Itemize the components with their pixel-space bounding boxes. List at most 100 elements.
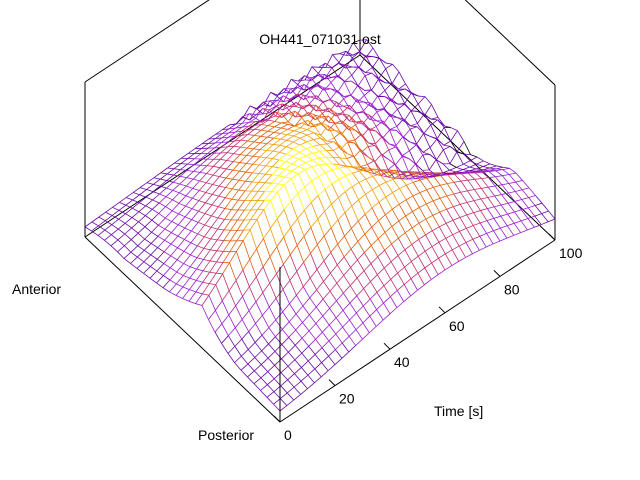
surface-segment [232,188,239,191]
surface-segment [306,148,313,154]
surface-segment [297,186,306,194]
surface-segment [372,173,380,177]
surface-segment [332,53,340,55]
surface-segment [338,179,346,192]
surface-segment [304,66,313,81]
surface-segment [500,225,508,229]
surface-segment [469,166,477,170]
surface-segment [178,205,186,215]
surface-segment [158,196,167,204]
surface-segment [289,98,297,107]
surface-segment [288,329,296,338]
surface-segment [398,83,406,90]
surface-segment [325,172,333,185]
surface-segment [130,251,138,258]
surface-segment [255,266,264,278]
surface-segment [239,170,246,173]
surface-segment [399,184,407,189]
surface-segment [213,165,220,169]
surface-segment [272,144,281,152]
surface-segment [459,217,467,229]
surface-segment [356,295,364,307]
surface-segment [289,245,298,255]
surface-segment [338,167,346,177]
surface-segment [123,251,132,259]
surface-segment [391,220,399,227]
surface-segment [397,255,405,268]
surface-segment [270,200,278,219]
surface-segment [344,81,352,96]
surface-segment [286,130,295,135]
surface-segment [166,180,174,183]
surface-segment [355,124,363,137]
surface-segment [182,266,191,276]
surface-segment [462,169,470,172]
surface-segment [436,139,444,150]
surface-segment [222,273,230,291]
surface-segment [226,168,233,171]
surface-segment [170,243,178,249]
surface-segment [208,138,216,144]
surface-segment [336,256,345,266]
surface-segment [366,56,373,58]
surface-segment [438,242,446,255]
surface-segment [318,62,326,68]
surface-segment [304,75,312,79]
surface-segment [150,258,158,267]
surface-segment [493,215,501,219]
surface-segment [97,229,106,236]
surface-segment [288,337,296,346]
surface-segment [450,140,458,152]
surface-segment [467,189,475,192]
surface-segment [265,173,272,176]
surface-segment [404,261,412,268]
surface-segment [470,154,478,158]
surface-segment [320,122,328,126]
surface-segment [193,178,200,182]
surface-segment [316,109,323,112]
surface-segment [422,147,431,153]
surface-segment [318,164,326,173]
surface-segment [91,230,99,236]
surface-segment [392,192,400,205]
surface-segment [273,127,282,133]
surface-segment [276,246,284,265]
surface-segment [234,338,243,347]
surface-segment [270,218,278,229]
surface-segment [228,131,236,138]
surface-segment [262,315,270,328]
surface-segment [364,75,372,91]
surface-segment [145,199,153,207]
surface-segment [432,200,440,213]
surface-segment [227,353,235,363]
surface-segment [437,269,446,275]
surface-segment [338,175,346,180]
surface-segment [245,156,254,164]
surface-segment [287,128,295,132]
surface-segment [333,150,341,159]
surface-segment [160,167,168,174]
surface-segment [289,280,297,296]
surface-segment [380,169,387,171]
surface-segment [221,141,228,143]
surface-segment [300,388,308,395]
surface-segment [440,174,448,177]
surface-segment [521,209,529,219]
surface-segment [176,283,184,288]
surface-segment [287,359,296,367]
surface-segment [228,136,235,138]
surface-segment [283,209,292,228]
surface-segment [173,169,181,176]
surface-segment [241,129,249,132]
surface-segment [364,233,372,246]
surface-segment [279,151,287,155]
surface-segment [429,139,438,148]
surface-segment [204,236,211,240]
surface-segment [424,104,432,116]
surface-segment [508,192,516,202]
surface-segment [267,357,275,366]
surface-segment [455,172,463,174]
surface-segment [214,142,222,149]
surface-segment [309,103,317,112]
surface-segment [459,231,467,243]
